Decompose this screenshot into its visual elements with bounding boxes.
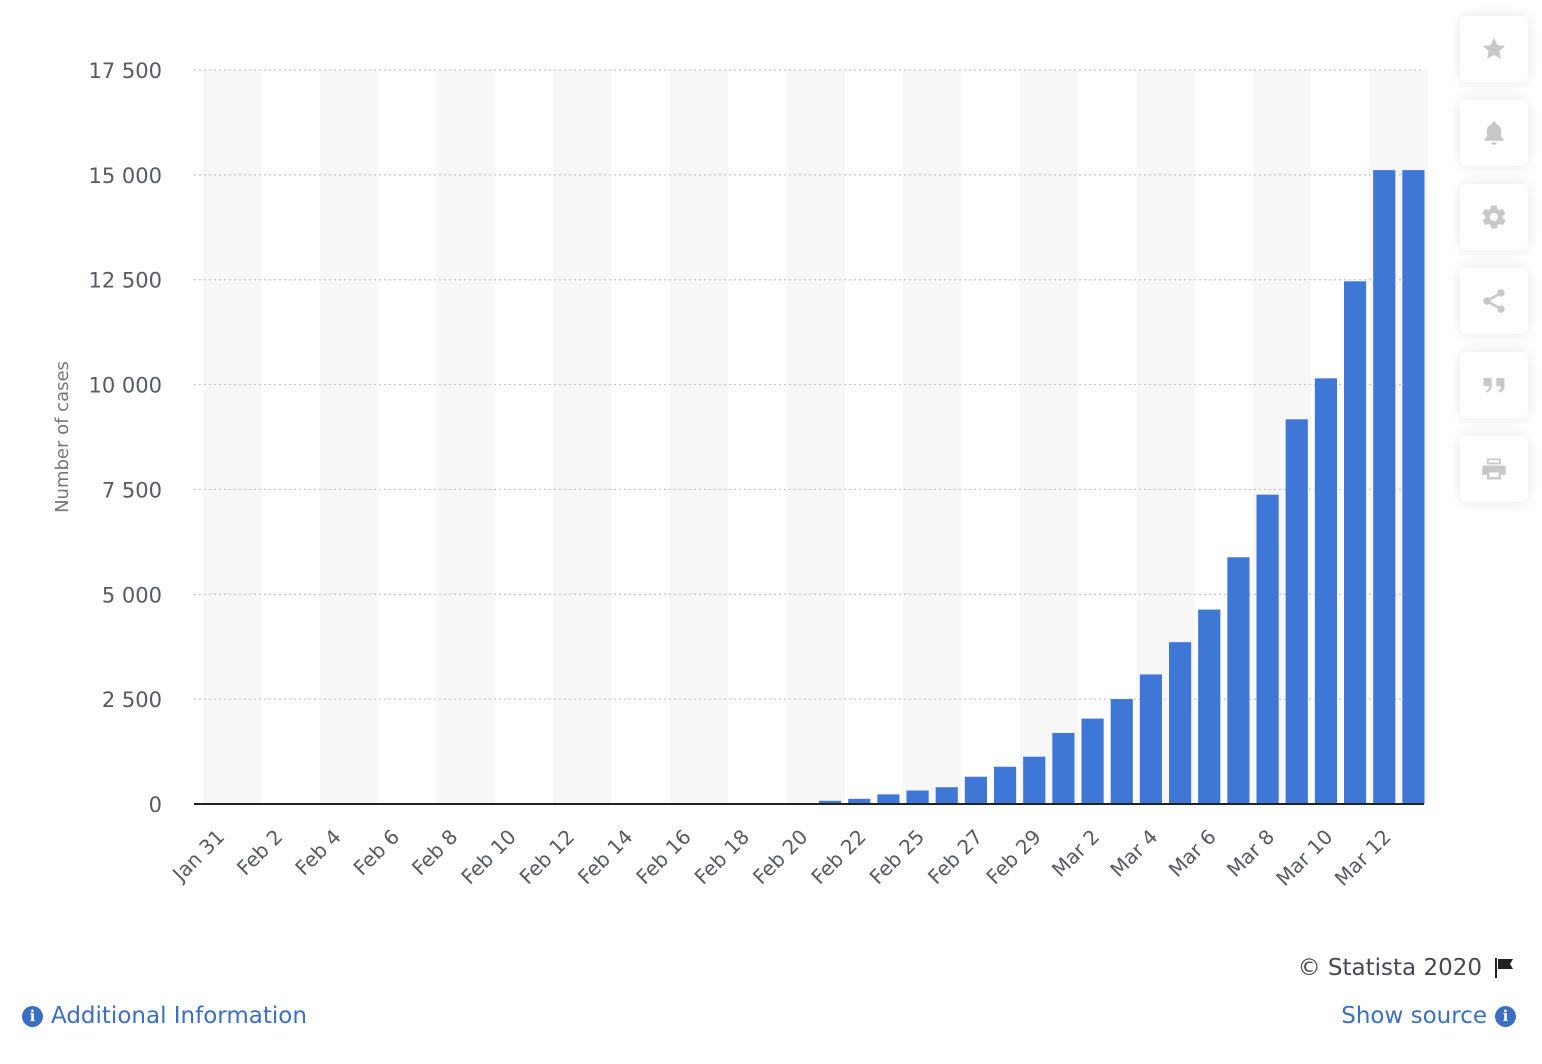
bar	[1139, 674, 1162, 804]
y-axis-label: Number of cases	[52, 361, 73, 513]
bar	[964, 776, 987, 804]
show-source-link[interactable]: Show source i	[1341, 1003, 1516, 1029]
print-button[interactable]	[1460, 436, 1528, 502]
bar	[1081, 718, 1104, 804]
flag-icon[interactable]	[1492, 956, 1516, 980]
x-tick-label: Jan 31	[166, 825, 229, 888]
background-band	[669, 70, 728, 804]
additional-information-label: Additional Information	[51, 1003, 307, 1029]
y-tick-label: 10 000	[89, 374, 162, 398]
quote-icon	[1483, 378, 1505, 393]
y-tick-label: 15 000	[89, 164, 162, 188]
share-button[interactable]	[1460, 268, 1528, 334]
x-tick-label: Mar 12	[1330, 825, 1396, 891]
x-tick-label: Feb 12	[515, 825, 580, 890]
bar	[1227, 557, 1250, 804]
x-tick-label: Feb 6	[349, 825, 405, 881]
x-tick-label: Feb 29	[981, 825, 1046, 890]
favorite-button[interactable]	[1460, 16, 1528, 82]
background-band	[203, 70, 262, 804]
bar	[1023, 756, 1046, 804]
bar	[819, 800, 842, 804]
x-tick-label: Mar 4	[1105, 825, 1162, 882]
y-tick-label: 5 000	[102, 583, 162, 607]
x-tick-label: Feb 8	[407, 825, 463, 881]
bar	[1402, 170, 1425, 804]
bar	[1314, 378, 1337, 804]
y-tick-label: 12 500	[89, 269, 162, 293]
x-tick-label: Feb 25	[865, 825, 930, 890]
star-icon	[1482, 37, 1506, 59]
bar	[1169, 642, 1192, 804]
bar	[1285, 419, 1308, 804]
bar	[1110, 699, 1133, 804]
gear-icon	[1482, 205, 1506, 229]
copyright-text: © Statista 2020	[1297, 955, 1482, 981]
copyright: © Statista 2020	[1298, 955, 1516, 981]
notification-button[interactable]	[1460, 100, 1528, 166]
background-band	[786, 70, 845, 804]
x-tick-label: Feb 2	[232, 825, 288, 881]
bar	[1373, 170, 1396, 804]
background-band	[319, 70, 378, 804]
y-tick-label: 2 500	[102, 688, 162, 712]
y-tick-label: 17 500	[89, 59, 162, 83]
bell-icon	[1484, 121, 1504, 145]
print-icon	[1482, 458, 1506, 480]
bar	[1198, 609, 1221, 804]
x-tick-label: Feb 18	[690, 825, 755, 890]
info-icon: i	[1495, 1005, 1516, 1027]
settings-button[interactable]	[1460, 184, 1528, 250]
background-band	[1019, 70, 1078, 804]
background-band	[436, 70, 495, 804]
x-tick-label: Mar 2	[1047, 825, 1104, 882]
bar	[1052, 732, 1075, 804]
show-source-label: Show source	[1341, 1003, 1487, 1029]
x-tick-label: Feb 14	[573, 825, 638, 890]
info-icon: i	[22, 1005, 43, 1027]
share-icon	[1483, 289, 1505, 313]
bar	[994, 766, 1017, 804]
x-tick-label: Feb 22	[806, 825, 871, 890]
x-tick-label: Mar 6	[1164, 825, 1221, 882]
bar	[848, 798, 871, 804]
background-band	[903, 70, 962, 804]
x-tick-label: Mar 10	[1271, 825, 1337, 891]
additional-information-link[interactable]: i Additional Information	[22, 1003, 307, 1029]
y-tick-label: 7 500	[102, 478, 162, 502]
bar	[935, 787, 958, 804]
x-tick-label: Feb 4	[290, 825, 346, 881]
y-tick-label: 0	[149, 793, 162, 817]
bar	[877, 794, 900, 804]
bar	[1256, 494, 1279, 804]
background-band	[553, 70, 612, 804]
bar	[1344, 281, 1367, 804]
x-tick-label: Feb 16	[631, 825, 696, 890]
x-tick-label: Feb 27	[923, 825, 988, 890]
chart-area: 0 2 500 5 000 7 500 10 000 12 500 15 000 17 500…	[52, 59, 1425, 891]
bar	[906, 790, 929, 804]
cite-button[interactable]	[1460, 352, 1528, 418]
x-tick-label: Feb 20	[748, 825, 813, 890]
x-tick-label: Feb 10	[456, 825, 521, 890]
bar-chart: 0 2 500 5 000 7 500 10 000 12 500 15 000 17 500…	[52, 59, 1425, 891]
